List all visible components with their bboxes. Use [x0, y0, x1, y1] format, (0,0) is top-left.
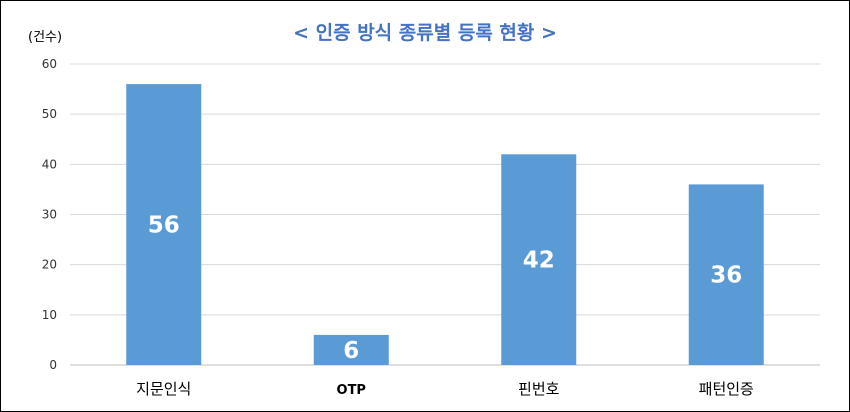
y-tick-label: 20 [42, 258, 57, 272]
x-tick-label: 핀번호 [518, 380, 560, 398]
bar [126, 84, 202, 366]
data-label: 36 [710, 263, 742, 289]
y-axis-unit-label: (건수) [28, 30, 63, 45]
x-tick-label: 패턴인증 [699, 380, 754, 398]
y-tick-label: 30 [42, 208, 57, 222]
data-label: 6 [343, 338, 359, 364]
bar [313, 334, 389, 365]
chart-title: < 인증 방식 종류별 등록 현황 > [293, 22, 557, 44]
y-tick-label: 10 [42, 308, 57, 322]
data-label: 42 [523, 248, 555, 274]
y-tick-label: 40 [42, 157, 57, 171]
bar [501, 154, 577, 365]
y-tick-label: 60 [42, 57, 57, 71]
x-tick-label: OTP [337, 383, 366, 398]
y-tick-label: 50 [42, 107, 57, 121]
x-tick-label: 지문인식 [136, 380, 191, 398]
bar [688, 184, 764, 365]
y-tick-label: 0 [49, 358, 57, 372]
data-label: 56 [148, 213, 180, 239]
